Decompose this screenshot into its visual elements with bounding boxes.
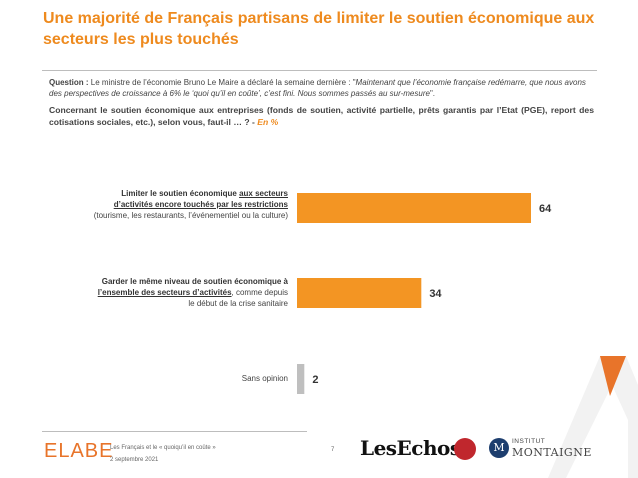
value-label-1: 64 <box>539 203 552 215</box>
montaigne-label: MONTAIGNE <box>512 446 592 459</box>
opt2-line1: Garder le même niveau de soutien économi… <box>101 277 288 286</box>
unit-label: En % <box>257 117 279 127</box>
category-label-3: Sans opinion <box>241 374 288 383</box>
opt1-lead: Limiter le soutien économique <box>121 189 240 198</box>
value-label-2: 34 <box>429 288 442 300</box>
page-number: 7 <box>331 447 335 453</box>
study-date: 2 septembre 2021 <box>110 457 159 463</box>
page-title: Une majorité de Français partisans de li… <box>43 10 595 48</box>
opt1-underline-2: d’activités encore touchés par les restr… <box>113 200 288 209</box>
lesechos-logo: LesEchos <box>360 436 461 460</box>
question-outro: ". <box>429 89 435 98</box>
elabe-logo: ELABE <box>44 440 114 462</box>
footer-divider <box>42 431 307 432</box>
opt2-line3: le début de la crise sanitaire <box>188 299 288 308</box>
header-divider <box>42 70 597 71</box>
decorative-a-shape <box>548 356 638 478</box>
concern-body: Concernant le soutien économique aux ent… <box>49 105 594 127</box>
opt1-sub: (tourisme, les restaurants, l’événementi… <box>93 211 288 220</box>
question-quote: Maintenant que l’économie française redé… <box>49 78 586 98</box>
partner-logo-red <box>454 438 476 460</box>
concern-text: Concernant le soutien économique aux ent… <box>49 104 594 128</box>
bar-1 <box>297 193 531 223</box>
value-label-3: 2 <box>312 374 318 386</box>
opt2-rest: , comme depuis <box>231 288 288 297</box>
decorative-a-accent <box>600 356 626 396</box>
bar-3 <box>297 364 305 394</box>
question-text: Question : Le ministre de l’économie Bru… <box>49 77 594 99</box>
bar-2 <box>297 278 422 308</box>
question-label: Question : <box>49 78 89 87</box>
category-label-2: Garder le même niveau de soutien économi… <box>48 276 288 309</box>
study-title: Les Français et le « quoiqu’il en coûte … <box>110 445 216 451</box>
institut-label: INSTITUT <box>512 438 546 445</box>
opt1-underline-1: aux secteurs <box>239 189 288 198</box>
montaigne-logo-icon: M <box>489 438 509 458</box>
opt2-underline: l’ensemble des secteurs d’activités <box>97 288 232 297</box>
category-label-1: Limiter le soutien économique aux secteu… <box>48 188 288 221</box>
question-intro: Le ministre de l’économie Bruno Le Maire… <box>88 78 356 87</box>
